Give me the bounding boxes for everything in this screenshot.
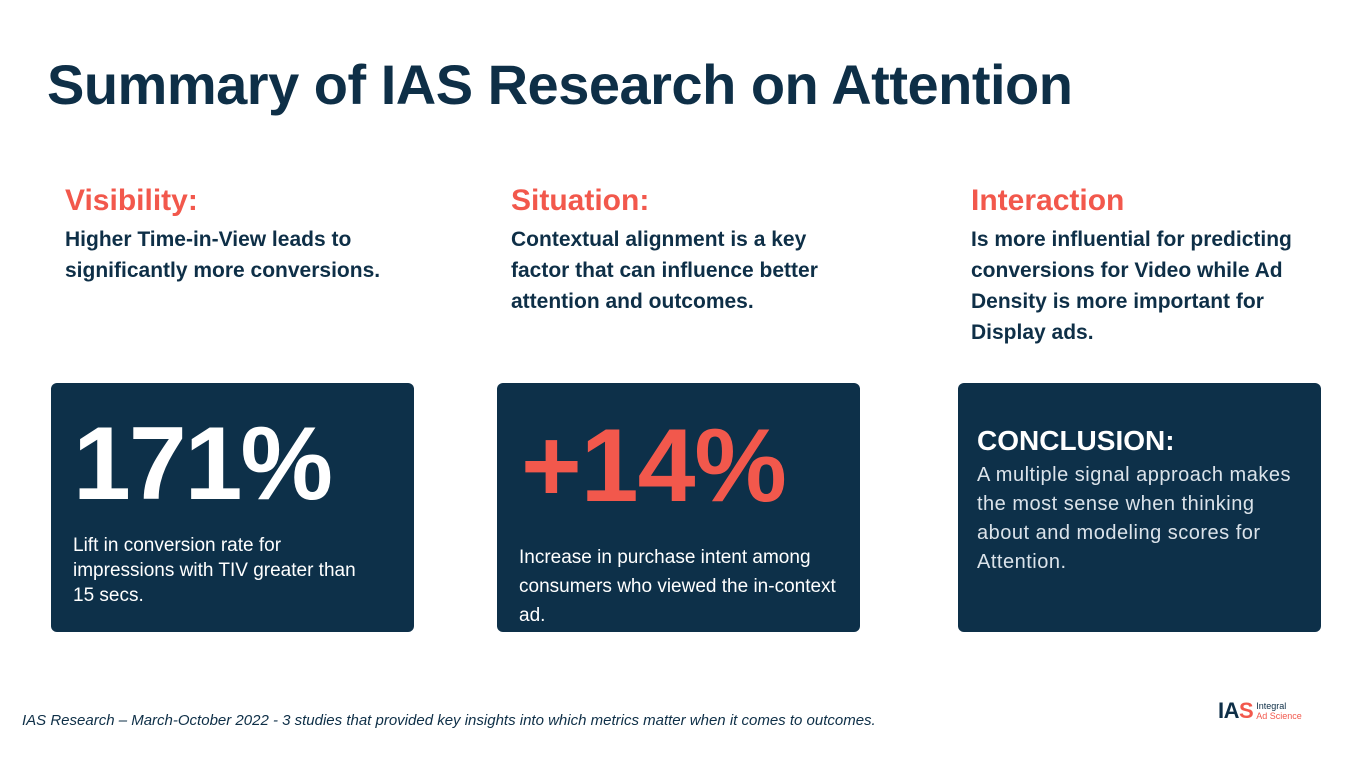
conclusion-card: CONCLUSION: A multiple signal approach m… <box>958 383 1321 632</box>
interaction-column: Interaction Is more influential for pred… <box>971 184 1331 348</box>
situation-stat-value: +14% <box>521 408 787 524</box>
logo-mark-s: S <box>1239 698 1254 723</box>
situation-column: Situation: Contextual alignment is a key… <box>511 184 861 317</box>
logo-mark-ia: IA <box>1218 698 1240 723</box>
visibility-stat-card: 171% Lift in conversion rate for impress… <box>51 383 414 632</box>
logo-wordmark: Integral Ad Science <box>1256 701 1302 721</box>
interaction-heading: Interaction <box>971 184 1125 217</box>
visibility-description: Higher Time-in-View leads to significant… <box>65 228 381 282</box>
conclusion-title: CONCLUSION: <box>977 425 1175 456</box>
situation-heading: Situation: <box>511 184 650 217</box>
slide-title: Summary of IAS Research on Attention <box>47 53 1073 116</box>
situation-description: Contextual alignment is a key factor tha… <box>511 228 818 313</box>
conclusion-text: A multiple signal approach makes the mos… <box>977 464 1291 573</box>
logo-mark: IAS <box>1218 698 1254 724</box>
visibility-column: Visibility: Higher Time-in-View leads to… <box>65 184 415 286</box>
visibility-stat-caption: Lift in conversion rate for impressions … <box>73 535 356 606</box>
interaction-description: Is more influential for predicting conve… <box>971 228 1292 344</box>
ias-logo: IAS Integral Ad Science <box>1218 698 1302 724</box>
logo-word-ad-science: Ad Science <box>1256 711 1302 721</box>
visibility-stat-value: 171% <box>73 406 333 522</box>
visibility-heading: Visibility: <box>65 184 198 217</box>
logo-word-integral: Integral <box>1256 701 1287 711</box>
situation-stat-caption: Increase in purchase intent among consum… <box>519 547 836 626</box>
situation-stat-card: +14% Increase in purchase intent among c… <box>497 383 860 632</box>
footnote: IAS Research – March-October 2022 - 3 st… <box>22 712 876 729</box>
